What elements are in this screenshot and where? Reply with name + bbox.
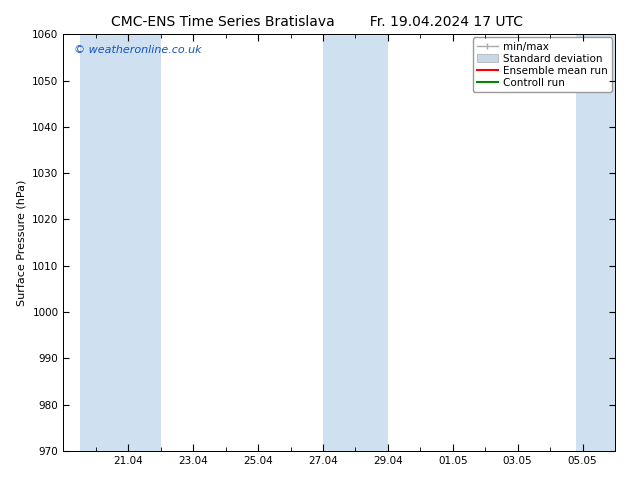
Bar [80,34,161,451]
Y-axis label: Surface Pressure (hPa): Surface Pressure (hPa) [16,179,27,306]
Text: CMC-ENS Time Series Bratislava        Fr. 19.04.2024 17 UTC: CMC-ENS Time Series Bratislava Fr. 19.04… [111,15,523,29]
Bar [323,34,388,451]
Bar [576,34,615,451]
Text: © weatheronline.co.uk: © weatheronline.co.uk [74,45,202,55]
Legend: min/max, Standard deviation, Ensemble mean run, Controll run: min/max, Standard deviation, Ensemble me… [473,37,612,92]
